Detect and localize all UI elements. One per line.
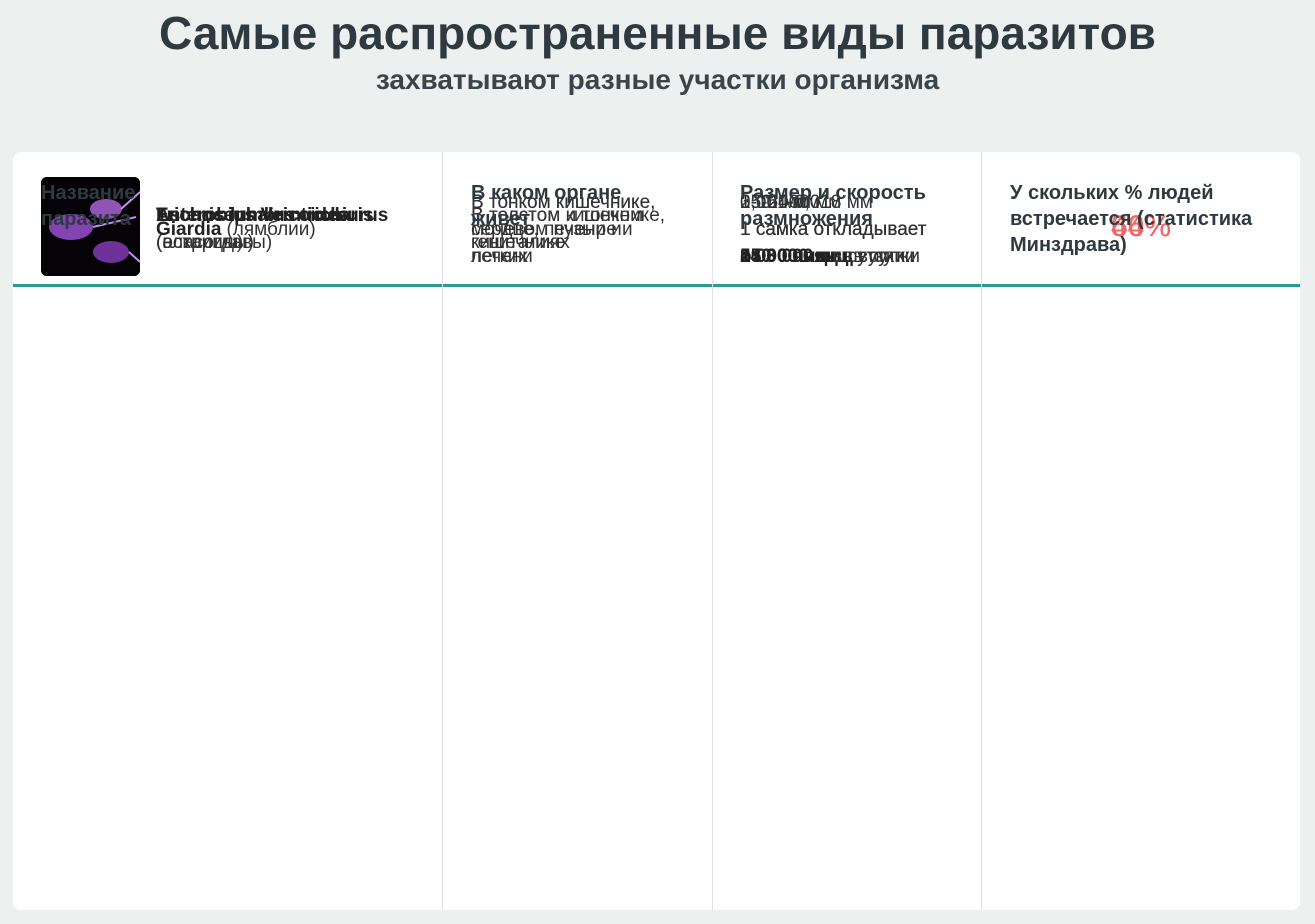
parasite-name-cell: Ascaris lumbricoides (аскариды) bbox=[156, 202, 436, 256]
size-cell: 0,001-0,018 мм 1 самка откладывает 5 000 я… bbox=[740, 189, 926, 270]
parasite-name: Enterobius Vermicularis bbox=[156, 205, 374, 226]
per-day: в сутки bbox=[842, 246, 905, 267]
column-header-line: В каком органе bbox=[471, 182, 622, 204]
percent: 40% bbox=[1110, 210, 1172, 243]
subtitle: захватывают разные участки организма bbox=[375, 64, 940, 95]
size: 2-12 мм bbox=[740, 192, 810, 213]
per-day: в сутки bbox=[858, 246, 921, 267]
column-divider bbox=[981, 152, 982, 910]
eggs-line: 5 000 яиц в сутки bbox=[740, 243, 926, 270]
parasite-name-cell: Giardia (лямблии) bbox=[156, 216, 436, 243]
column-divider bbox=[712, 152, 713, 910]
parasite-common-name: (аскариды) bbox=[156, 232, 254, 253]
eggs: 15 000 яиц bbox=[740, 246, 838, 267]
percent: 46% bbox=[1110, 210, 1172, 243]
parasite-name-cell: Trichocephalus trichiurus (власоглавы) bbox=[156, 202, 436, 256]
organ-cell: В тонком кишечнике, мочевом пузыре и печен… bbox=[471, 189, 655, 270]
rate: 1 самка откладывает bbox=[740, 219, 927, 240]
parasite-name-cell: Enterobius Vermicularis (острицы) bbox=[156, 202, 436, 256]
table: Enterobius Vermicularis (острицы) В толсто… bbox=[13, 152, 1300, 910]
parasite-common-name: (острицы) bbox=[156, 232, 244, 253]
column-header-line: Размер и скорость bbox=[740, 182, 926, 204]
organ-line: легких bbox=[471, 246, 529, 267]
column-header-line: паразита bbox=[41, 208, 131, 230]
organ-line: кишечнике bbox=[471, 232, 566, 253]
organ-line: В тонком кишечнике, bbox=[471, 192, 656, 213]
per-day: в сутки bbox=[832, 246, 895, 267]
column-header-line: размножения bbox=[740, 208, 873, 230]
parasite-name: Giardia bbox=[156, 219, 222, 240]
column-header: У скольких % людей встречается (статистик… bbox=[1010, 180, 1252, 258]
eggs-line: 15 000 яиц в сутки bbox=[740, 243, 926, 270]
rate: 1 самка откладывает bbox=[740, 219, 927, 240]
rate: 1 самка откладывает bbox=[740, 219, 927, 240]
organ-line: В толстом кишечнике, bbox=[471, 205, 666, 226]
column-header-line: Название bbox=[41, 182, 136, 204]
parasite-common-name: (власоглавы) bbox=[156, 232, 273, 253]
organ-cell: В тонком кишечнике, сердце, печени и легки… bbox=[471, 189, 655, 270]
parasite-name: Trichocephalus trichiurus bbox=[156, 205, 389, 226]
organ-cell: В толстом кишечнике, гениталиях bbox=[471, 202, 665, 256]
rate: 1 самка откладывает bbox=[740, 219, 927, 240]
header-row bbox=[13, 152, 1300, 287]
per-day: в сутки bbox=[853, 246, 916, 267]
organ-cell: В толстом и тонком кишечнике bbox=[471, 202, 643, 256]
title: Самые распространенные виды паразитов bbox=[159, 7, 1156, 59]
column-divider bbox=[442, 152, 443, 910]
size: 150-400 мм bbox=[740, 192, 842, 213]
size-cell: 2-12 мм 1 самка откладывает 15 000 яиц в су… bbox=[740, 189, 926, 270]
size-cell: 150-400 мм 1 самка откладывает 240 000 яиц… bbox=[740, 189, 926, 270]
column-header-line: У скольких % людей bbox=[1010, 182, 1214, 204]
column-header-line: встречается (статистика bbox=[1010, 208, 1253, 230]
organ-line: гениталиях bbox=[471, 232, 570, 253]
organ-line: В тонком кишечнике, bbox=[471, 192, 656, 213]
size: 35-50 мм bbox=[740, 192, 820, 213]
eggs-line: 240 000 яиц в сутки bbox=[740, 243, 926, 270]
organ-line: В толстом и тонком bbox=[471, 205, 644, 226]
column-header-line: живет bbox=[471, 208, 531, 230]
eggs: 240 000 яиц bbox=[740, 246, 849, 267]
column-header: Название паразита bbox=[41, 180, 135, 232]
eggs: от 3 000 яиц bbox=[740, 246, 853, 267]
percent: 56% bbox=[1110, 210, 1172, 243]
image bbox=[41, 177, 141, 276]
percent: 64% bbox=[1110, 210, 1172, 243]
size: 0,001-0,018 мм bbox=[740, 192, 873, 213]
parasite-common-name: (лямблии) bbox=[226, 219, 316, 240]
eggs: 5 000 яиц bbox=[740, 246, 828, 267]
parasite-image bbox=[41, 177, 141, 276]
column-header-line: Минздрава) bbox=[1010, 234, 1127, 256]
eggs-line: от 3 000 яиц в сутки bbox=[740, 243, 926, 270]
column-header: В каком органе живет bbox=[471, 180, 621, 232]
parasite-name: Ascaris lumbricoides bbox=[156, 205, 349, 226]
organ-line: сердце, печени и bbox=[471, 219, 622, 240]
organ-line: мочевом пузыре и bbox=[471, 219, 633, 240]
size-cell: 35-50 мм 1 самка откладывает от 3 000 яиц в… bbox=[740, 189, 926, 270]
organ-line: печени bbox=[471, 246, 533, 267]
column-header: Размер и скорость размножения bbox=[740, 180, 926, 232]
